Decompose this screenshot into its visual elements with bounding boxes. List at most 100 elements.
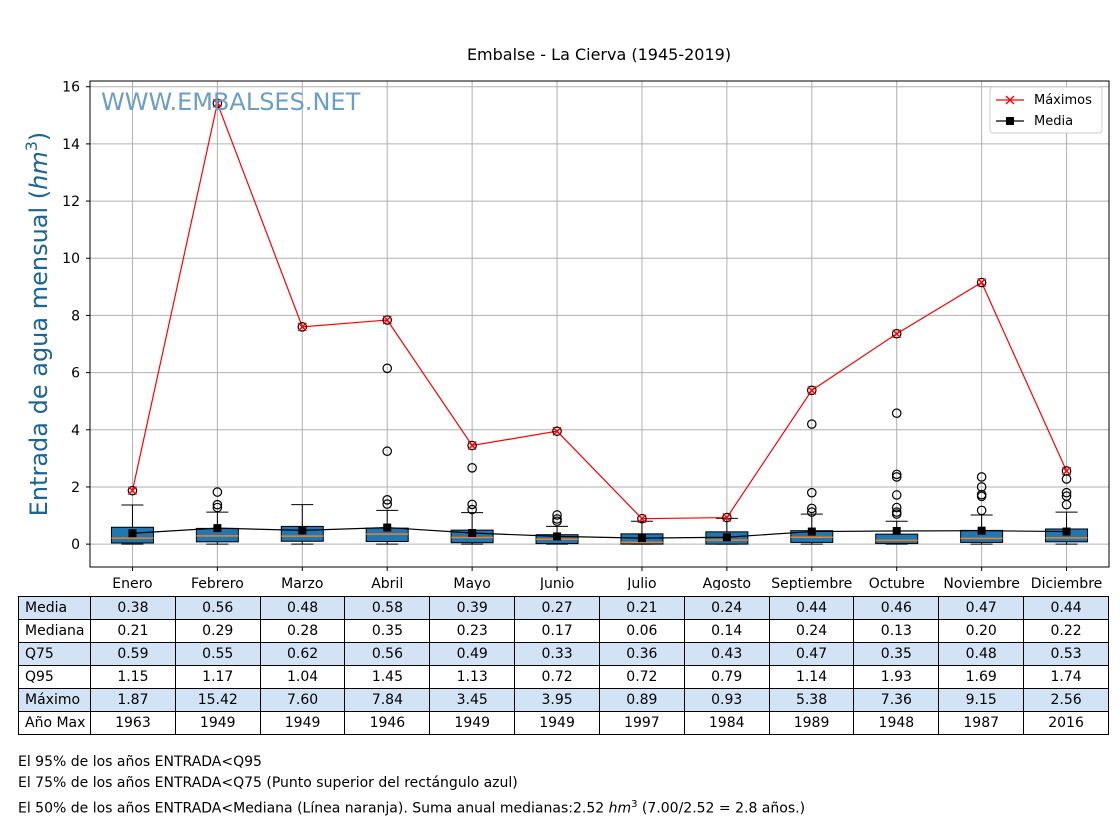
table-cell: 7.84 (344, 688, 431, 712)
table-row: Mediana 0.21 0.29 0.28 0.35 0.23 0.17 0.06 0.14 0… (18, 619, 1109, 643)
x-tick-label: Agosto (703, 576, 751, 590)
table-cell: 0.35 (853, 642, 940, 666)
table-cell: 1949 (429, 711, 516, 735)
outlier-point (976, 505, 987, 516)
grid-lines (90, 81, 1109, 567)
note-q95: El 95% de los años ENTRADA<Q95 (18, 754, 262, 770)
table-cell: 0.06 (598, 619, 685, 643)
table-cell: 1963 (90, 711, 176, 735)
max-outlier-point (297, 322, 308, 332)
max-outlier-point (382, 315, 393, 325)
media-marker (128, 529, 137, 538)
y-axis-label: Entrada de agua mensual (hm3) (22, 132, 53, 517)
outlier-point (212, 487, 223, 497)
outlier-point (976, 489, 987, 500)
outlier-point (891, 490, 902, 500)
outlier-point (806, 507, 817, 517)
table-row: Q75 0.59 0.55 0.62 0.56 0.49 0.33 0.36 0.43 0.47 0… (18, 642, 1109, 666)
max-outlier-point (552, 426, 562, 437)
y-tick-label: 16 (62, 80, 80, 96)
table-cell: 5.38 (768, 688, 855, 712)
table-row: Media 0.38 0.56 0.48 0.58 0.39 0.27 0.21 0.24 0.4… (18, 596, 1109, 620)
outlier-point (552, 514, 562, 524)
x-tick-label: Enero (112, 576, 152, 590)
max-outlier-point (976, 277, 987, 288)
table-row: Máximo 1.87 15.42 7.60 7.84 3.45 3.95 0.89 0.93 5… (18, 688, 1109, 712)
table-cell: 0.72 (514, 665, 600, 689)
outlier-point (1061, 491, 1072, 501)
table-cell: 0.47 (938, 596, 1025, 620)
series-line (132, 526, 1067, 539)
table-cell: 0.53 (1023, 642, 1109, 666)
maximos-marker (977, 278, 987, 288)
x-tick-label: Septiembre (771, 576, 852, 590)
maximos-marker (637, 514, 647, 524)
table-cell: 1949 (514, 711, 600, 735)
max-outlier-point (637, 513, 647, 524)
table-cell: 0.49 (429, 642, 516, 666)
note-q75: El 75% de los años ENTRADA<Q75 (Punto su… (18, 775, 518, 791)
row-label: Año Max (18, 711, 91, 735)
table-cell: 1.93 (853, 665, 940, 689)
box-plot-chart: Embalse - La Cierva (1945-2019) WWW.EMBA… (22, 45, 1110, 590)
outlier-point (467, 499, 477, 510)
table-cell: 1.87 (90, 688, 176, 712)
media-marker (892, 526, 901, 535)
x-tick-label: Abril (371, 576, 403, 590)
table-cell: 0.13 (853, 619, 940, 643)
table-cell: 0.93 (683, 688, 770, 712)
x-tick-label: Febrero (191, 576, 244, 590)
table-cell: 0.72 (598, 665, 685, 689)
max-outlier-point (806, 385, 817, 396)
table-cell: 0.14 (683, 619, 770, 643)
x-tick-label: Noviembre (943, 576, 1019, 590)
table-cell: 0.23 (429, 619, 516, 643)
maximos-marker (467, 441, 477, 450)
table-cell: 1.17 (174, 665, 261, 689)
statistics-table: Media 0.38 0.56 0.48 0.58 0.39 0.27 0.21 0.24 0.4… (18, 596, 1109, 735)
series-line (131, 101, 1068, 520)
media-marker (298, 526, 307, 535)
box (875, 533, 919, 545)
y-tick-label: 10 (62, 251, 80, 267)
y-tick-label: 6 (71, 366, 80, 382)
table-cell: 0.20 (938, 619, 1025, 643)
table-cell: 1948 (853, 711, 940, 735)
media-marker (637, 534, 646, 543)
table-cell: 1.45 (344, 665, 431, 689)
table-cell: 0.21 (598, 596, 685, 620)
table-cell: 1987 (938, 711, 1025, 735)
outlier-point (1061, 487, 1072, 498)
table-cell: 1984 (683, 711, 770, 735)
media-marker (977, 526, 986, 535)
y-tick-label: 8 (71, 308, 80, 324)
y-tick-label: 12 (62, 194, 80, 210)
table-cell: 15.42 (174, 688, 261, 712)
outlier-point (382, 363, 393, 374)
table-cell: 0.89 (598, 688, 685, 712)
row-label: Mediana (18, 619, 91, 643)
y-tick-label: 4 (71, 423, 80, 439)
table-cell: 0.28 (259, 619, 346, 643)
outlier-point (212, 499, 223, 510)
maximos-marker (297, 322, 307, 332)
outlier-point (976, 472, 987, 482)
maximos-marker (552, 426, 562, 436)
outlier-point (382, 495, 393, 505)
maximos-marker (212, 98, 222, 108)
table-cell: 1946 (344, 711, 431, 735)
max-outlier-point (722, 512, 732, 523)
table-cell: 7.36 (853, 688, 940, 712)
max-outlier-point (467, 440, 477, 451)
media-marker (722, 533, 731, 542)
outlier-point (467, 504, 477, 515)
outlier-point (806, 487, 817, 498)
series-layer (127, 98, 1072, 543)
y-tick-label: 2 (71, 480, 80, 496)
table-cell: 0.59 (90, 642, 176, 666)
maximos-marker (722, 513, 732, 523)
table-cell: 0.27 (514, 596, 600, 620)
table-cell: 0.29 (174, 619, 261, 643)
table-cell: 0.44 (768, 596, 855, 620)
row-label: Máximo (18, 688, 91, 712)
